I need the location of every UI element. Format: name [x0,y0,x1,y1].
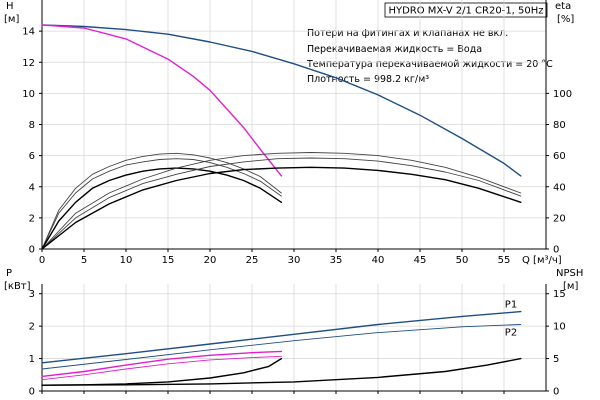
series-line-top-5 [41,152,522,250]
y-right-unit-top: [%] [557,14,574,25]
x-tick-label: 20 [204,255,217,266]
series-line-top-7 [41,166,522,250]
y-right-tick-label: 0 [553,245,559,256]
y-right-unit-bottom: [м] [563,281,578,292]
y-right-tick-label: 0 [553,387,559,398]
x-tick-label: 0 [39,255,45,266]
x-tick-label: 25 [246,255,259,266]
note-line: Перекачиваемая жидкость = Вода [307,44,482,55]
series-line-top-1 [41,24,283,177]
series-line-bot-2 [41,350,283,378]
title-box: HYDRO MX-V 2/1 CR20-1, 50Hz [384,2,548,18]
y-left-label-bottom: P [6,268,12,279]
y-left-unit-top: [м] [4,14,19,25]
note-line: Температура перекачиваемой жидкости = 20… [306,59,553,70]
note-line: Потери на фитингах и клапанах не вкл. [307,28,508,39]
series-line-top-0 [41,24,522,177]
y-right-tick-label: 5 [553,354,559,365]
y-right-tick-label: 10 [553,322,566,333]
series-line-top-4 [41,167,283,250]
notes-block: Потери на фитингах и клапанах не вкл. Пе… [306,28,553,85]
y-right-label-top: eta [555,1,571,12]
x-tick-label: 50 [456,255,469,266]
x-tick-label: 40 [372,255,385,266]
y-left-unit-bottom: [кВт] [4,281,31,292]
x-tick-label: 45 [414,255,427,266]
series-line-top-6 [41,157,522,250]
x-tick-label: 15 [162,255,175,266]
top-plot-series [41,24,522,250]
y-left-tick-label: 6 [29,151,35,162]
x-tick-label: 35 [330,255,343,266]
x-tick-label: 5 [81,255,87,266]
bottom-plot-ticks: 0 1 2 3 0 5 10 15 [29,289,566,397]
y-left-tick-label: 12 [22,58,35,69]
bottom-series-labels: P1 P2 [505,300,517,339]
y-right-tick-label: 40 [553,182,566,193]
y-right-tick-label: 100 [553,89,572,100]
series-line-bot-5 [41,357,522,386]
y-left-tick-label: 2 [29,322,35,333]
y-left-tick-label: 0 [29,245,35,256]
y-left-tick-label: 14 [22,27,35,38]
y-left-tick-label: 8 [29,120,35,131]
bottom-plot-series [41,310,522,386]
x-tick-label: 30 [288,255,301,266]
y-left-tick-label: 0 [29,387,35,398]
y-left-tick-label: 10 [22,89,35,100]
y-left-tick-label: 2 [29,213,35,224]
y-right-tick-label: 80 [553,120,566,131]
series-line-top-2 [41,152,282,250]
series-line-bot-3 [41,355,282,381]
y-right-tick-label: 20 [553,213,566,224]
x-tick-label: 55 [498,255,511,266]
y-right-label-bottom: NPSH [556,268,583,279]
series-line-p1 [41,310,522,364]
top-plot-ticks: 0 2 4 6 8 10 12 14 0 20 40 60 80 100 0 5 10 15 20 25 30 35 40 4… [22,27,572,266]
series-label-p1: P1 [505,300,517,311]
note-line: Плотность = 998.2 кг/м³ [307,74,429,85]
series-label-p2: P2 [505,328,517,339]
y-left-tick-label: 4 [29,182,35,193]
chart-title: HYDRO MX-V 2/1 CR20-1, 50Hz [388,6,543,17]
series-line-p2 [41,324,522,370]
bottom-plot-grid [41,284,547,392]
y-left-label-top: H [6,1,14,12]
y-left-tick-label: 1 [29,354,35,365]
y-right-tick-label: 60 [553,151,566,162]
y-right-tick-label: 15 [553,289,566,300]
y-left-tick-label: 3 [29,289,35,300]
title-frame [384,2,548,18]
x-axis-label: Q [м³/ч] [522,255,562,266]
x-tick-label: 10 [120,255,133,266]
series-line-top-3 [41,158,282,250]
